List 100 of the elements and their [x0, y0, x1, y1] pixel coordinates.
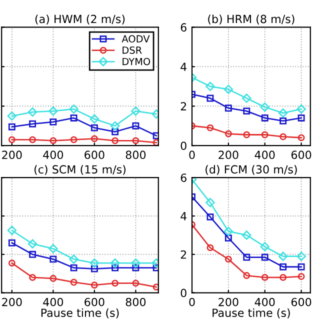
point [296, 104, 306, 114]
point [7, 111, 17, 121]
point [206, 82, 215, 92]
point [224, 84, 234, 94]
y-tick-label: 2 [180, 250, 186, 259]
point [280, 133, 287, 140]
point [152, 139, 158, 146]
x-tick-label: 200 [2, 150, 22, 160]
point [260, 242, 270, 252]
x-axis-title: Pause time (s) [212, 308, 290, 318]
chart-title: (c) SCM (15 m/s) [34, 165, 126, 175]
point [28, 239, 38, 248]
y-tick-label: 0 [180, 288, 186, 298]
point [48, 244, 58, 254]
point [28, 107, 38, 117]
point [70, 264, 78, 272]
point [48, 106, 58, 116]
x-tick-label: 600 [291, 150, 312, 160]
x-tick-label: 0 [189, 298, 195, 306]
point [8, 260, 16, 267]
point [278, 108, 288, 118]
x-tick-label: 200 [218, 150, 238, 160]
point [224, 130, 232, 138]
point [243, 254, 250, 261]
chart-title: (a) HWM (2 m/s) [35, 14, 125, 24]
point [29, 136, 36, 144]
point [261, 131, 268, 138]
point [90, 114, 100, 124]
x-tick-label: 800 [126, 298, 146, 306]
x-tick-label: 600 [84, 150, 104, 160]
y-tick-label: 4 [180, 212, 187, 220]
point [298, 273, 305, 280]
point [206, 213, 214, 220]
point [112, 128, 119, 136]
point [298, 134, 305, 142]
point [8, 123, 16, 130]
point [261, 254, 268, 261]
point [242, 230, 252, 240]
point [90, 282, 98, 289]
chart-title: (d) FCM (30 m/s) [206, 164, 297, 175]
legend-label: DSR [122, 46, 142, 54]
point [131, 258, 140, 268]
point [110, 121, 120, 130]
point [242, 94, 252, 103]
x-tick-label: 200 [218, 298, 238, 306]
point [8, 239, 16, 246]
point [50, 256, 57, 263]
point [112, 137, 119, 144]
point [298, 114, 305, 122]
point [278, 252, 288, 261]
point [110, 258, 120, 268]
point [206, 244, 214, 252]
x-tick-label: 600 [291, 298, 312, 306]
point [69, 104, 78, 114]
point [29, 274, 36, 281]
point [206, 124, 214, 132]
y-tick-label: 6 [180, 23, 186, 32]
point [152, 132, 158, 140]
chart-title: (b) HRM (8 m/s) [208, 14, 294, 24]
point [296, 252, 306, 261]
point [243, 108, 250, 115]
x-tick-label: 400 [43, 150, 64, 160]
point [261, 274, 268, 281]
point [224, 256, 232, 263]
point [70, 136, 78, 144]
point [50, 274, 57, 282]
x-tick-label: 800 [126, 150, 146, 160]
point [90, 258, 100, 268]
legend-label: DYMO [122, 58, 150, 66]
point [152, 284, 158, 291]
point [112, 264, 119, 272]
x-tick-label: 400 [254, 150, 275, 160]
point [8, 136, 16, 144]
point [132, 122, 140, 130]
x-tick-label: 200 [2, 298, 22, 306]
point [280, 263, 287, 270]
point [70, 278, 78, 286]
point [280, 117, 287, 124]
point [29, 120, 36, 128]
y-tick-label: 6 [180, 174, 186, 182]
point [243, 272, 250, 279]
point [50, 137, 57, 144]
point [29, 250, 36, 258]
x-tick-label: 400 [254, 298, 275, 306]
point [69, 254, 78, 264]
point [224, 226, 234, 236]
x-tick-label: 400 [43, 298, 64, 306]
point [152, 264, 158, 272]
x-axis-title: Pause time (s) [41, 308, 119, 318]
point [70, 114, 78, 122]
point [260, 102, 270, 112]
point [224, 104, 232, 112]
point [7, 226, 17, 236]
point [280, 274, 287, 281]
point [206, 198, 215, 208]
point [90, 135, 98, 142]
point [224, 234, 232, 242]
point [132, 137, 140, 144]
y-tick-label: 2 [180, 102, 186, 110]
point [131, 106, 140, 116]
